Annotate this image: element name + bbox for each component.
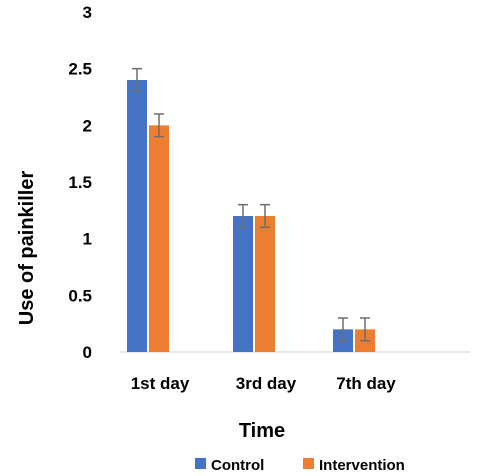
legend-label-control: Control	[211, 457, 264, 474]
bar-control-1st-day	[127, 80, 147, 352]
y-tick-label-3: 3	[83, 3, 92, 22]
x-axis-ticks: 1st day 3rd day 7th day	[131, 374, 397, 393]
legend: Control Intervention	[195, 457, 405, 474]
y-tick-label-0: 0	[83, 343, 92, 362]
x-tick-label-3rd-day: 3rd day	[236, 374, 297, 393]
error-bar-intervention-3rd-day	[260, 203, 270, 229]
x-tick-label-1st-day: 1st day	[131, 374, 190, 393]
y-tick-label-1: 1	[83, 230, 92, 249]
y-tick-label-2: 2	[83, 116, 92, 135]
y-tick-label-2-5: 2.5	[68, 60, 92, 79]
legend-label-intervention: Intervention	[319, 457, 405, 474]
y-axis-ticks: 0 0.5 1 1.5 2 2.5 3	[68, 3, 92, 362]
bar-control-3rd-day	[233, 216, 253, 352]
error-bar-control-7th-day	[338, 317, 348, 342]
x-tick-label-7th-day: 7th day	[336, 374, 396, 393]
legend-swatch-intervention	[303, 458, 314, 469]
y-axis-title: Use of painkiller	[16, 171, 38, 326]
legend-swatch-control	[195, 458, 206, 469]
x-axis-title: Time	[239, 420, 285, 442]
bar-intervention-1st-day	[149, 125, 169, 352]
bar-intervention-3rd-day	[255, 216, 275, 352]
error-bar-control-1st-day	[132, 67, 142, 93]
error-bar-intervention-7th-day	[360, 317, 370, 342]
y-tick-label-1-5: 1.5	[68, 173, 92, 192]
y-tick-label-0-5: 0.5	[68, 286, 92, 305]
error-bar-intervention-1st-day	[154, 113, 164, 138]
bars-group	[127, 67, 375, 352]
error-bar-control-3rd-day	[238, 203, 248, 229]
